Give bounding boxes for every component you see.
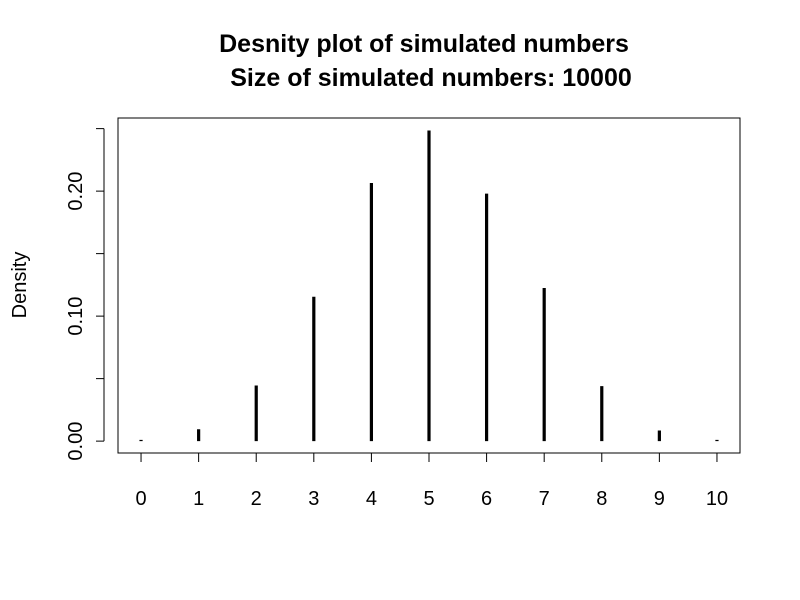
x-tick-label: 4: [366, 488, 377, 510]
x-tick-label: 1: [193, 488, 204, 510]
x-tick-label: 3: [308, 488, 319, 510]
x-tick-label: 0: [135, 488, 146, 510]
x-tick-label: 5: [423, 488, 434, 510]
chart-subtitle: Size of simulated numbers: 10000: [230, 64, 632, 92]
x-tick-label: 9: [654, 488, 665, 510]
x-tick-label: 6: [481, 488, 492, 510]
y-axis-title: Density: [9, 252, 31, 319]
density-spikes: [139, 130, 719, 442]
y-tick-label: 0.00: [65, 422, 87, 461]
y-axis: 0.00 0.10 0.20: [65, 128, 105, 461]
x-tick-label: 10: [706, 488, 728, 510]
x-tick-label: 2: [251, 488, 262, 510]
x-axis: 0 1 2 3 4 5 6 7 8 9 10: [135, 452, 728, 510]
x-tick-label: 8: [596, 488, 607, 510]
x-tick-label: 7: [539, 488, 550, 510]
y-tick-label: 0.20: [65, 172, 87, 211]
chart-title: Desnity plot of simulated numbers: [219, 30, 629, 58]
y-tick-label: 0.10: [65, 297, 87, 336]
